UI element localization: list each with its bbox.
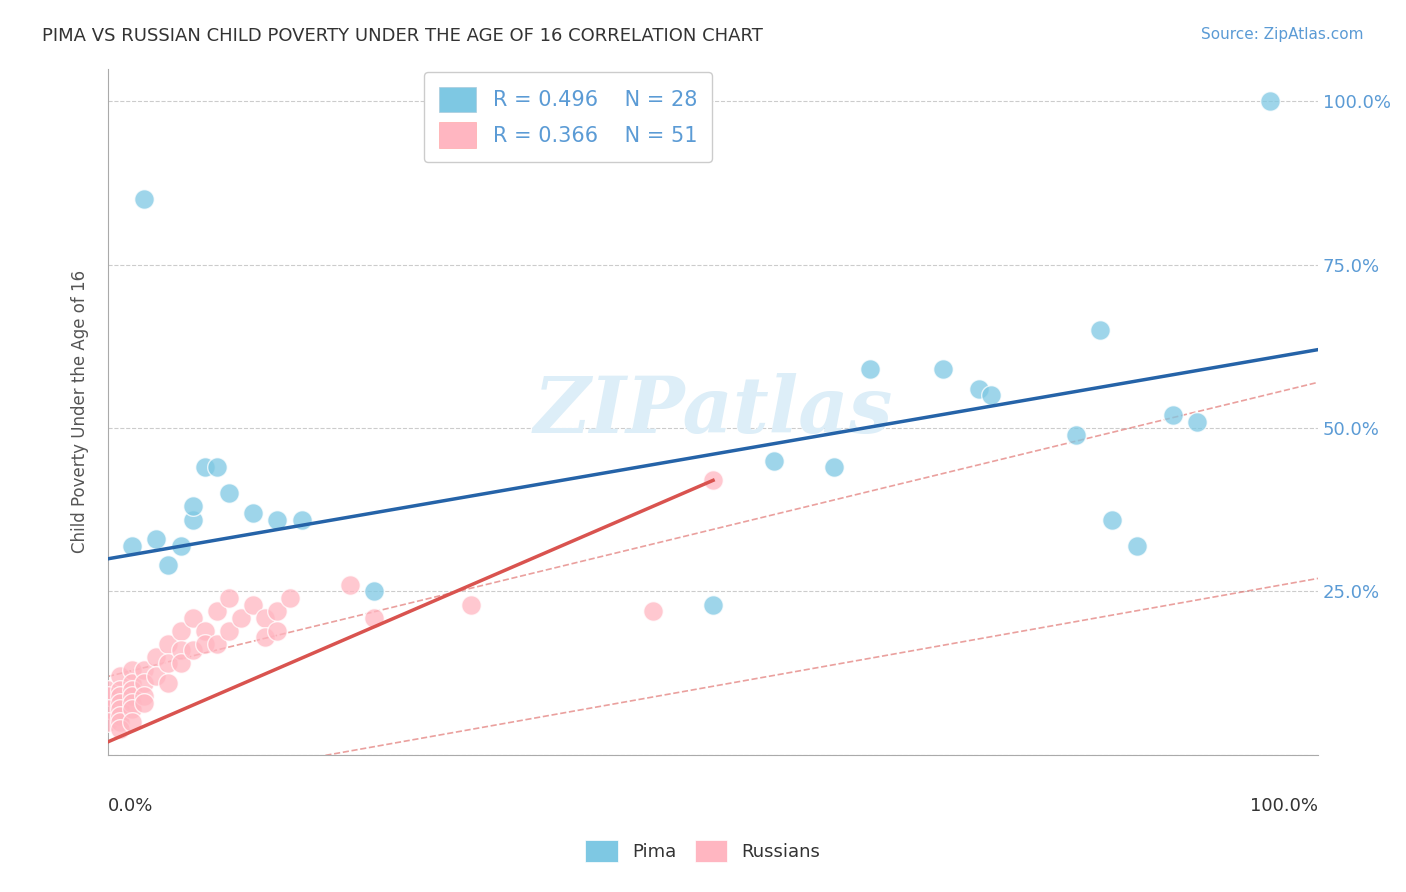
- Point: [266, 624, 288, 638]
- Point: [108, 669, 131, 683]
- Point: [121, 676, 143, 690]
- Point: [181, 500, 204, 514]
- Point: [134, 676, 156, 690]
- Point: [157, 637, 180, 651]
- Point: [1125, 539, 1147, 553]
- Point: [859, 362, 882, 376]
- Point: [134, 696, 156, 710]
- Point: [121, 682, 143, 697]
- Point: [121, 539, 143, 553]
- Point: [218, 486, 240, 500]
- Point: [218, 591, 240, 605]
- Point: [969, 382, 991, 396]
- Point: [181, 512, 204, 526]
- Point: [363, 584, 385, 599]
- Point: [1064, 427, 1087, 442]
- Point: [460, 598, 482, 612]
- Point: [641, 604, 664, 618]
- Point: [169, 539, 191, 553]
- Point: [145, 669, 167, 683]
- Point: [108, 696, 131, 710]
- Point: [134, 689, 156, 703]
- Point: [97, 715, 120, 730]
- Point: [169, 643, 191, 657]
- Point: [169, 657, 191, 671]
- Point: [108, 708, 131, 723]
- Point: [229, 610, 252, 624]
- Point: [121, 663, 143, 677]
- Point: [254, 630, 277, 644]
- Point: [194, 624, 217, 638]
- Point: [242, 598, 264, 612]
- Point: [134, 663, 156, 677]
- Point: [205, 460, 228, 475]
- Point: [108, 715, 131, 730]
- Y-axis label: Child Poverty Under the Age of 16: Child Poverty Under the Age of 16: [72, 270, 89, 553]
- Text: ZIPatlas: ZIPatlas: [533, 374, 893, 450]
- Point: [205, 604, 228, 618]
- Point: [254, 610, 277, 624]
- Point: [1258, 94, 1281, 108]
- Legend: R = 0.496    N = 28, R = 0.366    N = 51: R = 0.496 N = 28, R = 0.366 N = 51: [425, 72, 711, 162]
- Point: [145, 649, 167, 664]
- Point: [1185, 415, 1208, 429]
- Point: [97, 702, 120, 716]
- Point: [218, 624, 240, 638]
- Text: 100.0%: 100.0%: [1250, 797, 1319, 814]
- Point: [108, 702, 131, 716]
- Point: [108, 722, 131, 736]
- Point: [278, 591, 301, 605]
- Point: [702, 474, 724, 488]
- Point: [194, 460, 217, 475]
- Point: [363, 610, 385, 624]
- Point: [339, 578, 361, 592]
- Point: [97, 689, 120, 703]
- Point: [157, 676, 180, 690]
- Point: [291, 512, 314, 526]
- Point: [266, 512, 288, 526]
- Point: [194, 637, 217, 651]
- Point: [157, 657, 180, 671]
- Point: [1090, 323, 1112, 337]
- Point: [108, 689, 131, 703]
- Point: [980, 388, 1002, 402]
- Point: [108, 682, 131, 697]
- Point: [145, 532, 167, 546]
- Point: [121, 696, 143, 710]
- Point: [1161, 408, 1184, 422]
- Point: [169, 624, 191, 638]
- Point: [1101, 512, 1123, 526]
- Point: [157, 558, 180, 573]
- Text: 0.0%: 0.0%: [108, 797, 153, 814]
- Point: [181, 610, 204, 624]
- Point: [932, 362, 955, 376]
- Point: [121, 702, 143, 716]
- Point: [702, 598, 724, 612]
- Text: PIMA VS RUSSIAN CHILD POVERTY UNDER THE AGE OF 16 CORRELATION CHART: PIMA VS RUSSIAN CHILD POVERTY UNDER THE …: [42, 27, 763, 45]
- Point: [823, 460, 845, 475]
- Point: [97, 682, 120, 697]
- Point: [242, 506, 264, 520]
- Point: [181, 643, 204, 657]
- Point: [205, 637, 228, 651]
- Text: Source: ZipAtlas.com: Source: ZipAtlas.com: [1201, 27, 1364, 42]
- Point: [121, 689, 143, 703]
- Point: [266, 604, 288, 618]
- Point: [762, 454, 785, 468]
- Point: [121, 715, 143, 730]
- Point: [134, 192, 156, 206]
- Legend: Pima, Russians: Pima, Russians: [578, 833, 828, 870]
